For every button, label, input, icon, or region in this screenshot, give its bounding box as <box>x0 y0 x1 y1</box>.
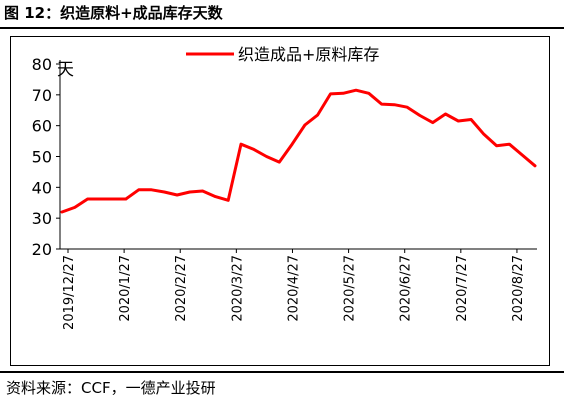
y-tick-label: 30 <box>32 209 52 228</box>
x-tick-label: 2020/3/27 <box>230 255 245 322</box>
series-layer <box>60 88 537 214</box>
data-point <box>457 119 460 123</box>
source-note: 资料来源：CCF，一德产业投研 <box>6 379 216 397</box>
data-point <box>214 195 217 198</box>
legend: 织造成品+原料库存 <box>186 45 379 64</box>
data-point <box>342 92 345 95</box>
x-tick-label: 2020/8/27 <box>511 255 526 322</box>
x-tick-label: 2020/4/27 <box>286 255 301 322</box>
x-axis: 2019/12/27 2020/1/27 2020/2/27 2020/3/27 202… <box>60 248 537 330</box>
data-point <box>316 113 319 117</box>
y-tick-label: 70 <box>32 86 52 105</box>
data-point <box>227 199 230 202</box>
footer-rule <box>0 371 564 373</box>
data-point <box>431 121 434 124</box>
data-point <box>150 188 153 191</box>
data-point <box>86 197 89 201</box>
data-point <box>290 143 294 146</box>
y-tick-label: 80 <box>32 55 52 74</box>
x-tick-label: 2020/2/27 <box>174 255 189 322</box>
data-point <box>329 92 332 96</box>
x-tick-label: 2020/7/27 <box>455 255 470 322</box>
data-point <box>188 190 191 194</box>
data-point <box>201 189 204 193</box>
data-point <box>533 164 537 167</box>
data-point <box>354 89 358 92</box>
data-point <box>367 92 370 95</box>
y-tick-label: 50 <box>32 148 52 167</box>
y-axis: 20 30 40 50 60 70 80 <box>32 55 61 259</box>
x-tick-label: 2020/1/27 <box>118 255 133 322</box>
y-axis-label: 天 <box>57 60 74 80</box>
data-point <box>495 144 498 147</box>
data-point <box>393 103 396 106</box>
data-point <box>99 197 102 201</box>
x-tick-label: 2019/12/27 <box>62 255 77 330</box>
chart-frame <box>10 36 550 366</box>
y-tick-label: 20 <box>32 240 52 259</box>
legend-label: 织造成品+原料库存 <box>238 45 379 64</box>
data-point <box>418 114 422 117</box>
data-point <box>265 155 268 158</box>
data-point <box>111 197 115 201</box>
data-point <box>278 160 281 164</box>
data-point <box>60 210 64 214</box>
data-point <box>469 118 473 121</box>
data-point <box>163 190 166 194</box>
data-point <box>124 197 128 201</box>
figure-title: 图 12：织造原料+成品库存天数 <box>4 4 223 22</box>
data-point <box>521 153 524 157</box>
data-point <box>444 112 447 116</box>
title-rule <box>0 27 564 29</box>
series-line <box>60 88 537 214</box>
data-point <box>303 123 307 127</box>
data-point <box>73 206 77 209</box>
data-point <box>239 143 243 146</box>
y-tick-label: 40 <box>32 178 52 197</box>
x-tick-label: 2020/5/27 <box>343 255 358 322</box>
data-point <box>380 102 383 106</box>
data-point <box>508 143 511 146</box>
x-tick-label: 2020/6/27 <box>399 255 414 322</box>
data-point <box>482 133 486 136</box>
y-tick-label: 60 <box>32 117 52 136</box>
data-point <box>175 193 179 197</box>
data-point <box>252 148 255 151</box>
data-point <box>137 188 140 191</box>
data-point <box>406 106 409 109</box>
